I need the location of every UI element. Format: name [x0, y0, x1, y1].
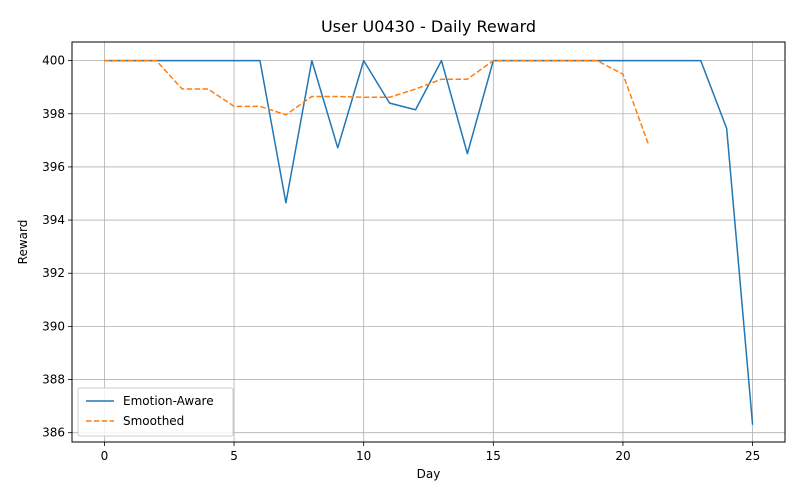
y-tick-label: 396: [42, 160, 65, 174]
x-tick-label: 0: [101, 449, 109, 463]
y-tick-label: 398: [42, 107, 65, 121]
grid-lines: [72, 42, 785, 442]
chart-title: User U0430 - Daily Reward: [321, 17, 536, 36]
axis-ticks: 0 5 10 15 20 25 386 388 390 392 394 396 398 400: [42, 54, 760, 463]
series-lines: [104, 59, 754, 425]
legend-label: Emotion-Aware: [123, 394, 214, 408]
y-tick-label: 394: [42, 213, 65, 227]
legend-label: Smoothed: [123, 414, 184, 428]
plot-frame: [71, 41, 786, 443]
y-tick-label: 400: [42, 54, 65, 68]
x-tick-label: 5: [230, 449, 238, 463]
x-axis-label: Day: [417, 467, 441, 481]
x-tick-label: 10: [356, 449, 371, 463]
y-tick-label: 392: [42, 266, 65, 280]
x-tick-label: 15: [486, 449, 501, 463]
series-line-emotion-aware: [104, 59, 754, 425]
x-tick-label: 25: [745, 449, 760, 463]
legend-box: [77, 387, 234, 437]
legend: Emotion-Aware Smoothed: [77, 387, 234, 437]
x-tick-label: 20: [615, 449, 630, 463]
y-tick-label: 390: [42, 319, 65, 333]
y-tick-label: 388: [42, 373, 65, 387]
y-axis-label: Reward: [16, 220, 30, 265]
y-tick-label: 386: [42, 426, 65, 440]
series-line-smoothed: [104, 59, 650, 146]
